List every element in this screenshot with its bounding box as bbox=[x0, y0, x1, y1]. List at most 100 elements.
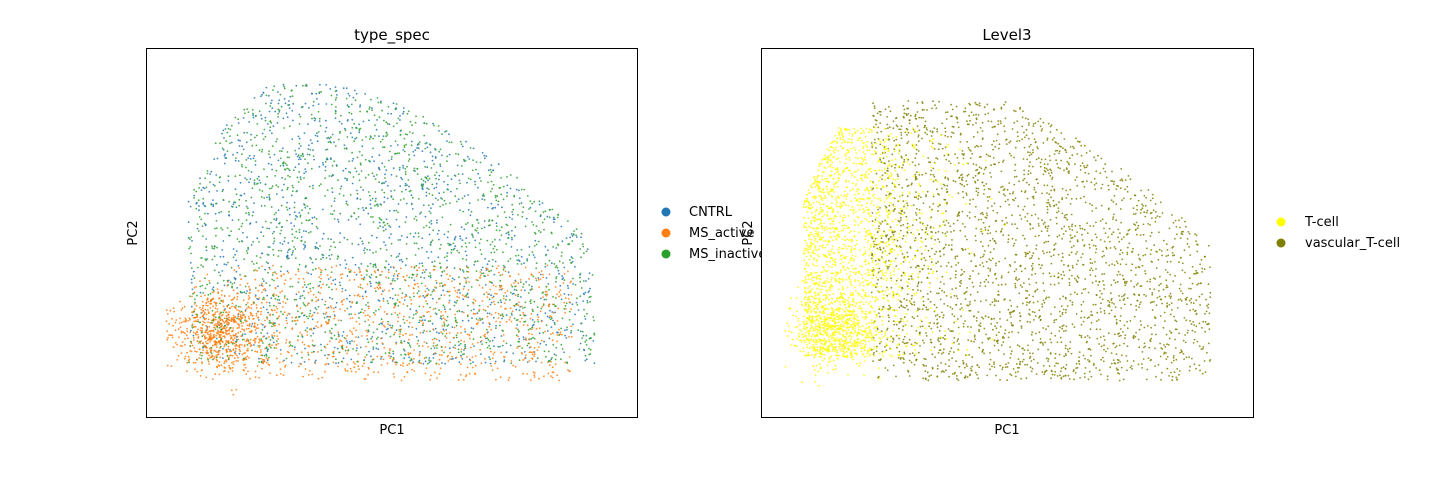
data-point bbox=[452, 248, 455, 251]
data-point bbox=[441, 325, 444, 327]
data-point bbox=[333, 314, 336, 316]
data-point bbox=[491, 219, 494, 222]
data-point bbox=[965, 192, 968, 195]
data-point bbox=[266, 332, 269, 335]
data-point bbox=[417, 339, 420, 342]
data-point bbox=[207, 358, 210, 361]
data-point bbox=[218, 181, 221, 184]
data-point bbox=[563, 279, 566, 281]
data-point bbox=[345, 346, 348, 348]
data-point bbox=[555, 354, 557, 357]
data-point bbox=[237, 345, 239, 347]
data-point bbox=[382, 324, 385, 327]
data-point bbox=[299, 158, 302, 161]
data-point bbox=[310, 335, 312, 337]
data-point bbox=[944, 134, 947, 137]
data-point bbox=[236, 296, 239, 298]
data-point bbox=[283, 359, 285, 362]
data-point bbox=[356, 189, 358, 192]
data-point bbox=[245, 307, 248, 310]
data-point bbox=[480, 238, 482, 241]
data-point bbox=[506, 195, 508, 198]
data-point bbox=[421, 184, 424, 187]
data-point bbox=[400, 341, 402, 344]
data-point bbox=[226, 279, 229, 282]
data-point bbox=[228, 364, 230, 367]
data-point bbox=[256, 269, 258, 272]
data-point bbox=[971, 281, 974, 284]
data-point bbox=[526, 373, 529, 375]
data-point bbox=[589, 301, 591, 303]
data-point bbox=[273, 309, 276, 312]
data-point bbox=[216, 332, 219, 335]
data-point bbox=[211, 247, 214, 250]
data-point bbox=[490, 164, 493, 167]
data-point bbox=[313, 350, 315, 353]
data-point bbox=[481, 318, 483, 321]
data-point bbox=[436, 344, 439, 346]
data-point bbox=[537, 240, 540, 243]
data-point bbox=[467, 266, 469, 269]
data-point bbox=[243, 369, 246, 372]
data-point bbox=[536, 349, 539, 351]
data-point bbox=[438, 238, 440, 241]
data-point bbox=[229, 354, 231, 357]
data-point bbox=[366, 283, 369, 286]
data-point bbox=[349, 342, 351, 345]
data-point bbox=[351, 340, 353, 342]
data-point bbox=[265, 357, 268, 359]
data-point bbox=[369, 135, 372, 138]
data-point bbox=[190, 305, 193, 308]
data-point bbox=[247, 157, 250, 160]
data-point bbox=[1049, 352, 1052, 354]
data-point bbox=[494, 196, 497, 199]
data-point bbox=[333, 334, 336, 337]
data-point bbox=[1105, 350, 1107, 353]
data-point bbox=[570, 331, 572, 334]
data-point bbox=[430, 294, 432, 296]
data-point bbox=[180, 352, 183, 354]
data-point bbox=[381, 109, 383, 112]
data-point bbox=[359, 223, 362, 226]
data-point bbox=[363, 276, 366, 279]
data-point bbox=[1014, 278, 1017, 280]
data-point bbox=[462, 311, 465, 314]
data-point bbox=[561, 317, 564, 320]
data-point bbox=[588, 272, 591, 274]
data-point bbox=[215, 304, 218, 307]
data-point bbox=[285, 206, 288, 209]
data-point bbox=[558, 260, 561, 263]
data-point bbox=[515, 308, 518, 311]
data-point bbox=[357, 207, 360, 210]
data-point bbox=[1107, 304, 1110, 307]
data-point bbox=[221, 132, 223, 135]
data-point bbox=[218, 317, 220, 319]
data-point bbox=[331, 213, 334, 216]
data-point bbox=[358, 268, 361, 271]
data-point bbox=[395, 175, 398, 178]
data-point bbox=[281, 147, 284, 150]
data-point bbox=[417, 232, 420, 235]
plot-area bbox=[761, 48, 1254, 418]
data-point bbox=[368, 108, 371, 110]
data-point bbox=[293, 225, 296, 227]
data-point bbox=[411, 362, 414, 364]
data-point bbox=[449, 347, 451, 350]
data-point bbox=[448, 153, 451, 156]
data-point bbox=[268, 246, 271, 249]
data-point bbox=[333, 218, 336, 220]
data-point bbox=[295, 214, 297, 217]
data-point bbox=[388, 289, 390, 292]
data-point bbox=[260, 310, 263, 313]
data-point bbox=[312, 155, 315, 158]
data-point bbox=[553, 221, 555, 224]
data-point bbox=[346, 334, 348, 337]
data-point bbox=[447, 360, 450, 362]
data-point bbox=[899, 246, 902, 249]
data-point bbox=[1123, 197, 1125, 200]
data-point bbox=[458, 267, 461, 270]
data-point bbox=[497, 317, 500, 319]
data-point bbox=[486, 346, 489, 349]
data-point bbox=[1123, 324, 1126, 327]
data-point bbox=[410, 303, 413, 305]
